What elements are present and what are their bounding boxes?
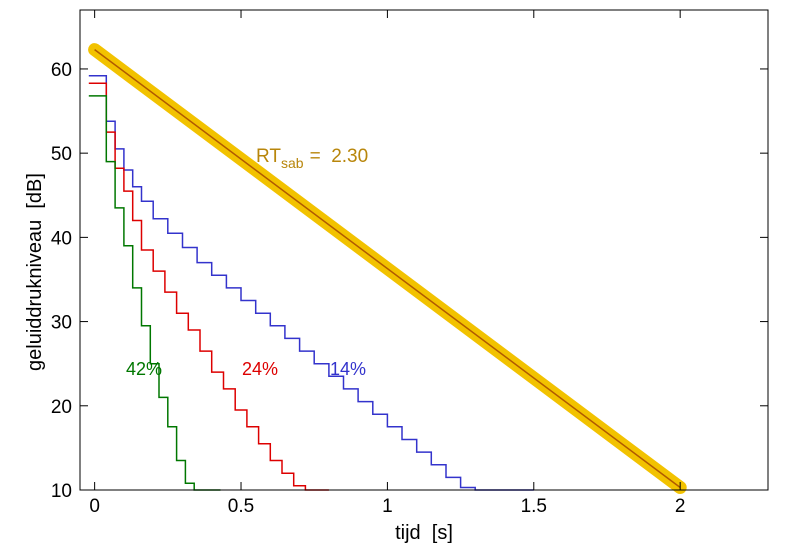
y-tick-label: 60 <box>51 60 72 81</box>
x-tick-label: 1.5 <box>521 496 547 517</box>
y-tick-label: 20 <box>51 397 72 418</box>
x-axis-ticks: 0 0.5 1 1.5 2 <box>89 10 685 517</box>
rt-annotation-value: = 2.30 <box>310 146 369 167</box>
y-tick-label: 40 <box>51 228 72 249</box>
series-label-14: 14% <box>330 359 366 379</box>
y-tick-label: 10 <box>51 481 72 502</box>
y-axis-ticks: 10 20 30 40 50 60 <box>51 60 768 502</box>
rt-annotation: RTsab = 2.30 <box>256 146 368 171</box>
x-tick-label: 0.5 <box>228 496 254 517</box>
x-tick-label: 0 <box>89 496 100 517</box>
series-line-24pct <box>88 82 329 491</box>
series-line-42pct <box>88 95 221 491</box>
plot-frame <box>79 9 769 491</box>
series-line-14pct <box>88 74 534 491</box>
series-layer <box>88 43 687 494</box>
rt-annotation-sub: sab <box>281 155 304 171</box>
series-label-42: 42% <box>126 359 162 379</box>
plot-background <box>80 10 768 490</box>
y-axis-label: geluiddrukniveau [dB] <box>24 173 46 371</box>
rt-fit-line <box>94 48 681 489</box>
y-tick-label: 50 <box>51 144 72 165</box>
x-tick-label: 1 <box>382 496 393 517</box>
series-label-24: 24% <box>242 359 278 379</box>
x-axis-label: tijd [s] <box>395 522 453 544</box>
rt-annotation-main: RT <box>256 146 281 167</box>
y-tick-label: 30 <box>51 313 72 334</box>
x-tick-label: 2 <box>675 496 686 517</box>
